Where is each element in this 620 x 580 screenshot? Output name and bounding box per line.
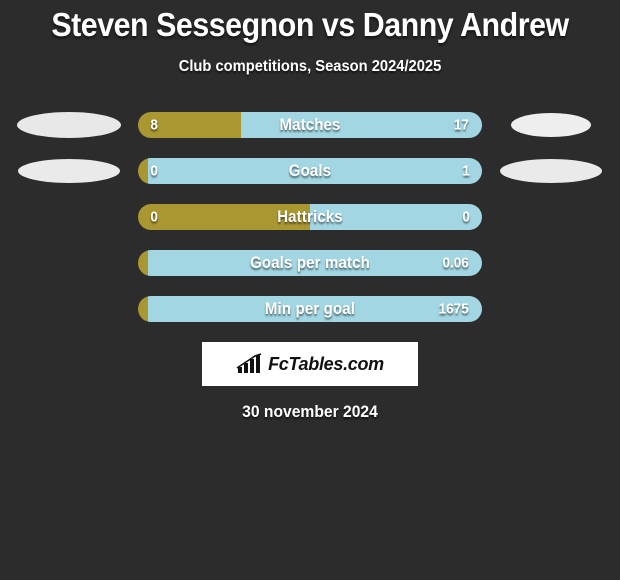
- bar-right-fill: [148, 296, 482, 322]
- date-text: 30 november 2024: [25, 402, 595, 422]
- right-badge-slot: [482, 113, 620, 137]
- bar-left-fill: [138, 158, 148, 184]
- bar-left-fill: [138, 296, 148, 322]
- comparison-infographic: Steven Sessegnon vs Danny Andrew Club co…: [0, 0, 620, 422]
- page-title: Steven Sessegnon vs Danny Andrew: [25, 6, 595, 44]
- bar-chart-icon: [236, 353, 262, 375]
- team-badge-left: [18, 159, 120, 183]
- stat-bar: 00Hattricks: [138, 204, 482, 230]
- stat-bar: 01Goals: [138, 158, 482, 184]
- comparison-chart: 817Matches 01Goals 00Hattricks 0.06Goals pe…: [0, 112, 620, 322]
- stat-row: 817Matches: [0, 112, 620, 138]
- stat-bar: 817Matches: [138, 112, 482, 138]
- stat-row: 01Goals: [0, 158, 620, 184]
- bar-left-fill: [138, 112, 241, 138]
- fctables-label: FcTables.com: [268, 354, 384, 375]
- left-badge-slot: [0, 112, 138, 138]
- stat-row: 00Hattricks: [0, 204, 620, 230]
- stat-bar: 1675Min per goal: [138, 296, 482, 322]
- subtitle: Club competitions, Season 2024/2025: [25, 58, 595, 76]
- team-badge-left: [17, 112, 121, 138]
- team-badge-right: [500, 159, 602, 183]
- stat-row: 0.06Goals per match: [0, 250, 620, 276]
- stat-row: 1675Min per goal: [0, 296, 620, 322]
- bar-right-fill: [148, 250, 482, 276]
- bar-right-fill: [310, 204, 482, 230]
- bar-left-fill: [138, 204, 310, 230]
- stat-bar: 0.06Goals per match: [138, 250, 482, 276]
- bar-right-fill: [148, 158, 482, 184]
- team-badge-right: [511, 113, 591, 137]
- right-badge-slot: [482, 159, 620, 183]
- bar-left-fill: [138, 250, 148, 276]
- bar-right-fill: [241, 112, 482, 138]
- fctables-badge: FcTables.com: [202, 342, 418, 386]
- left-badge-slot: [0, 159, 138, 183]
